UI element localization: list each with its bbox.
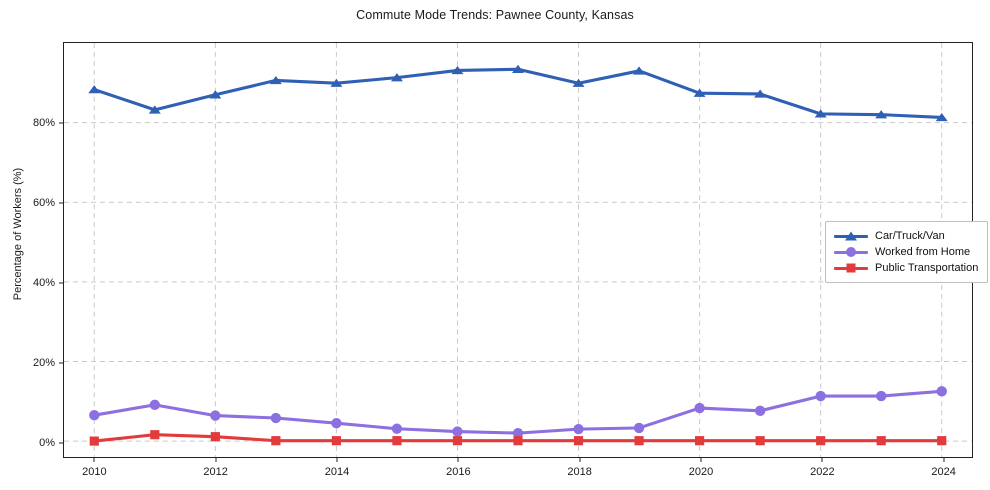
data-point-marker	[573, 436, 584, 446]
data-point-marker	[150, 430, 160, 440]
data-point-marker	[814, 109, 827, 118]
data-point-marker	[331, 417, 342, 429]
data-point-marker	[513, 436, 523, 446]
data-point-marker	[875, 110, 888, 119]
x-axis-tick-mark	[215, 457, 217, 462]
y-axis-label: Percentage of Workers (%)	[12, 167, 24, 301]
chart-title: Commute Mode Trends: Pawnee County, Kans…	[356, 8, 634, 22]
data-point-marker	[572, 78, 585, 87]
data-point-marker	[634, 436, 644, 446]
x-axis-tick-mark	[579, 457, 581, 462]
data-point-marker	[693, 88, 706, 97]
data-point-marker	[148, 105, 161, 114]
y-axis-tick-mark	[59, 282, 64, 284]
x-axis-tick-mark	[700, 457, 702, 462]
y-axis-tick-label: 20%	[32, 357, 55, 369]
x-axis-tick-mark	[457, 457, 459, 462]
x-axis-tick-mark	[943, 457, 945, 462]
data-point-marker	[210, 410, 221, 421]
y-axis-tick-label: 80%	[32, 117, 55, 129]
x-axis-tick-label: 2010	[82, 466, 107, 478]
legend-label: Car/Truck/Van	[875, 230, 945, 242]
x-axis-tick-label: 2018	[567, 466, 592, 478]
y-axis-tick-label: 0%	[39, 437, 55, 449]
data-point-marker	[815, 390, 826, 402]
legend-label: Worked from Home	[875, 246, 971, 258]
data-point-marker	[816, 436, 826, 446]
legend-item[interactable]: Public Transportation	[834, 260, 978, 276]
data-point-marker	[269, 75, 282, 85]
chart-legend[interactable]: Car/Truck/Van Worked from Home Public Tran…	[825, 221, 989, 283]
data-point-marker	[452, 426, 463, 437]
legend-swatch-square-icon	[834, 261, 868, 275]
x-axis-tick-label: 2016	[446, 466, 471, 478]
data-point-marker	[89, 410, 100, 421]
data-point-marker	[451, 65, 464, 75]
data-point-marker	[755, 436, 765, 446]
data-point-marker	[391, 423, 403, 434]
y-axis-tick-label: 40%	[32, 277, 55, 289]
data-point-marker	[390, 73, 403, 82]
data-point-marker	[88, 85, 101, 94]
y-axis-tick-mark	[59, 122, 64, 124]
data-point-marker	[392, 436, 402, 446]
x-axis-tick-label: 2020	[688, 466, 714, 478]
data-point-marker	[876, 436, 886, 446]
data-series-layer	[88, 64, 948, 446]
legend-label: Public Transportation	[875, 262, 979, 274]
x-axis-tick-label: 2014	[324, 466, 350, 478]
data-point-marker	[512, 427, 524, 439]
data-point-marker	[936, 386, 947, 397]
y-axis-tick-mark	[59, 362, 64, 364]
data-point-marker	[937, 436, 947, 446]
data-point-marker	[935, 112, 948, 122]
series-line	[92, 389, 944, 435]
data-point-marker	[754, 405, 766, 416]
data-point-marker	[573, 423, 584, 435]
data-point-marker	[210, 432, 220, 442]
data-point-marker	[633, 422, 645, 434]
y-axis-tick-mark	[59, 442, 64, 444]
x-axis-tick-label: 2012	[203, 466, 228, 478]
legend-item[interactable]: Worked from Home	[834, 244, 978, 260]
legend-swatch-triangle-icon	[834, 229, 868, 243]
series-car-truck-van	[88, 64, 948, 122]
x-axis-tick-label: 2022	[810, 466, 835, 478]
data-point-marker	[271, 436, 281, 446]
data-point-marker	[270, 412, 282, 424]
data-point-marker	[89, 436, 99, 446]
legend-item[interactable]: Car/Truck/Van	[834, 228, 978, 244]
data-point-marker	[149, 399, 160, 411]
series-line	[92, 67, 944, 119]
data-point-marker	[330, 78, 343, 87]
y-axis-tick-mark	[59, 202, 64, 204]
y-axis-tick-label: 60%	[32, 197, 55, 209]
x-axis-tick-mark	[336, 457, 338, 462]
data-point-marker	[695, 436, 705, 446]
x-axis-tick-label: 2024	[931, 466, 956, 478]
x-axis-tick-mark	[821, 457, 823, 462]
x-axis-tick-mark	[93, 457, 95, 462]
series-public-transportation	[89, 430, 947, 446]
data-point-marker	[754, 89, 767, 98]
legend-swatch-circle-icon	[834, 245, 868, 259]
data-point-marker	[876, 390, 887, 402]
data-point-marker	[633, 66, 646, 75]
series-worked-from-home	[89, 386, 947, 439]
data-point-marker	[694, 402, 705, 414]
data-point-marker	[209, 90, 222, 99]
data-point-marker	[512, 64, 524, 73]
data-point-marker	[331, 436, 341, 446]
data-point-marker	[452, 436, 463, 446]
